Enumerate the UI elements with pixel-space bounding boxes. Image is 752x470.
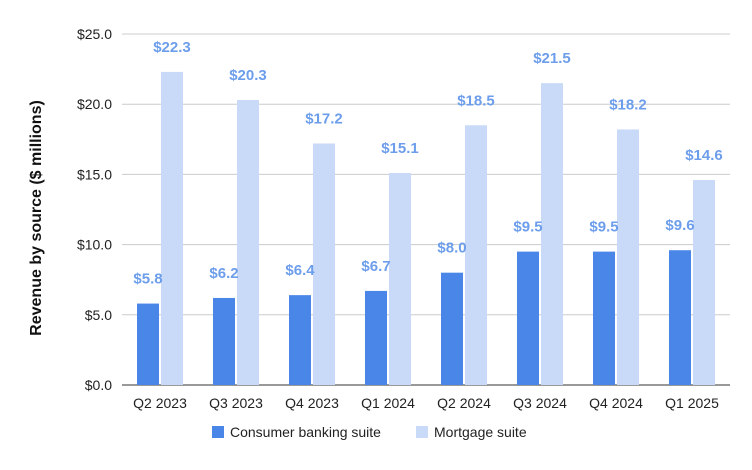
data-label: $20.3 [229,67,267,84]
x-tick-label: Q1 2024 [361,395,415,411]
data-label: $17.2 [305,111,343,128]
x-tick-label: Q3 2024 [513,395,567,411]
y-axis-label: Revenue by source ($ millions) [28,100,45,336]
legend-label: Mortgage suite [434,424,527,440]
legend-swatch [416,426,428,438]
y-axis-ticks: $0.0 $5.0 $10.0 $15.0 $20.0 $25.0 [77,26,112,393]
data-label: $6.4 [285,262,315,279]
bars [137,71,715,386]
y-tick-label: $0.0 [85,377,112,393]
x-tick-label: Q3 2023 [209,395,263,411]
y-tick-label: $25.0 [77,26,112,42]
bar-mortgage-2 [313,143,335,385]
x-tick-label: Q4 2023 [285,395,339,411]
x-tick-label: Q1 2025 [665,395,719,411]
data-label: $5.8 [133,271,162,288]
legend-label: Consumer banking suite [230,424,381,440]
legend-swatch [212,426,224,438]
bar-consumer-banking-3 [365,290,387,385]
data-label: $9.5 [589,219,618,236]
x-tick-label: Q4 2024 [589,395,643,411]
x-tick-label: Q2 2023 [133,395,187,411]
bar-consumer-banking-1 [213,297,235,385]
data-label: $9.5 [513,219,542,236]
data-label: $14.6 [685,147,723,164]
x-axis-ticks: Q2 2023 Q3 2023 Q4 2023 Q1 2024 Q2 2024 Q3 20… [133,395,719,411]
bar-consumer-banking-6 [593,251,615,385]
bar-mortgage-7 [693,180,715,385]
bar-mortgage-0 [161,71,183,386]
bar-consumer-banking-0 [137,303,159,385]
data-labels: $5.8 $22.3 $6.2 $20.3 $6.4 $17.2 $6.7 $15.1 $8.0… [133,39,722,288]
data-label: $9.6 [665,217,694,234]
data-label: $18.5 [457,92,495,109]
bar-consumer-banking-4 [441,272,463,385]
data-label: $18.2 [609,96,647,113]
y-tick-label: $20.0 [77,96,112,112]
data-label: $8.0 [437,240,466,257]
x-tick-label: Q2 2024 [437,395,491,411]
bar-mortgage-6 [617,129,639,385]
data-label: $21.5 [533,50,571,67]
y-tick-label: $10.0 [77,237,112,253]
bar-mortgage-5 [541,83,563,385]
legend: Consumer banking suite Mortgage suite [212,424,527,440]
bar-mortgage-4 [465,125,487,385]
data-label: $6.2 [209,265,238,282]
bar-consumer-banking-2 [289,295,311,385]
bar-consumer-banking-5 [517,251,539,385]
bar-mortgage-1 [237,99,259,385]
bar-mortgage-3 [389,172,411,385]
data-label: $22.3 [153,39,191,56]
y-tick-label: $5.0 [85,307,112,323]
data-label: $15.1 [381,140,419,157]
bar-consumer-banking-7 [669,250,691,385]
data-label: $6.7 [361,258,390,275]
y-tick-label: $15.0 [77,166,112,182]
